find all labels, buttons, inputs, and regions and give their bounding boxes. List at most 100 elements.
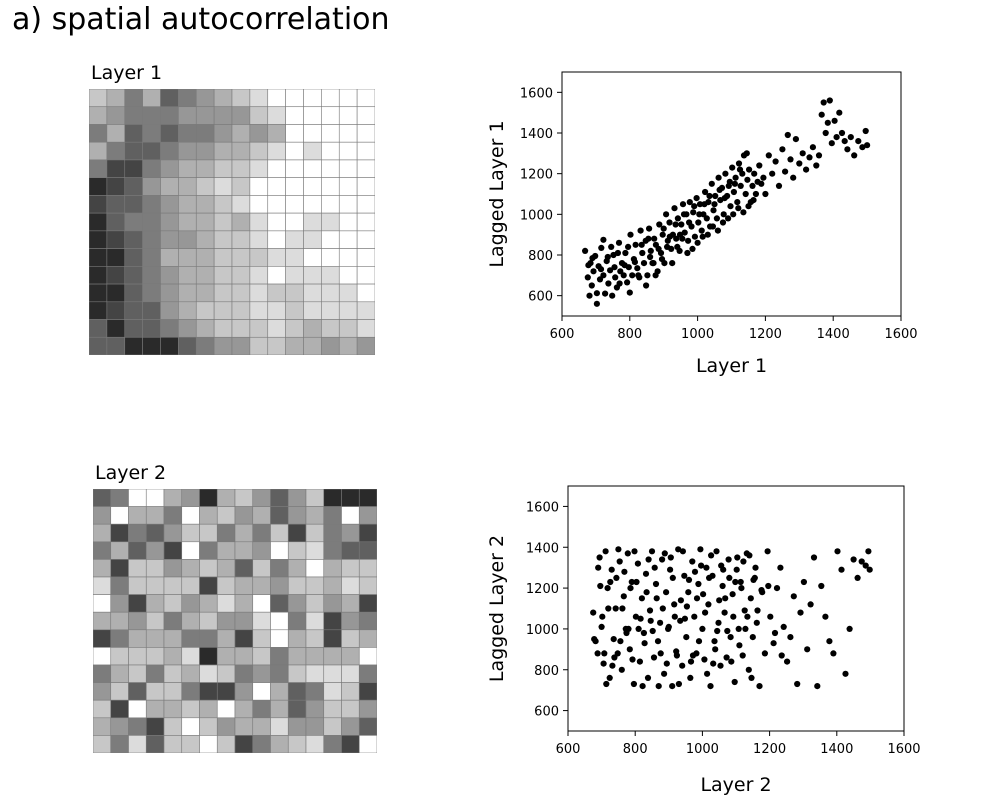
plot-1-point: [750, 197, 757, 204]
plot-1-point: [643, 282, 650, 289]
plot-2-y-tick-label: 800: [534, 664, 559, 679]
plot-2-x-tick-label: 1000: [686, 742, 719, 757]
plot-1-point: [593, 300, 601, 307]
plot-1-point: [833, 134, 840, 141]
plot-1-point: [744, 176, 751, 183]
plot-1-point: [666, 219, 673, 226]
plot-1-point: [725, 215, 732, 222]
plot-1-point: [699, 233, 706, 240]
plot-2-point: [661, 670, 668, 677]
plot-1-x-axis-label: Layer 1: [696, 355, 767, 377]
plot-1-point: [671, 205, 678, 212]
plot-2-point: [804, 646, 811, 653]
plot-1-point: [684, 249, 691, 257]
plot-2-point: [683, 603, 691, 610]
plot-2-point: [738, 585, 745, 592]
plot-2-point: [609, 662, 616, 669]
plot-1-point: [711, 201, 718, 208]
plot-2-point: [787, 634, 794, 641]
plot-2-point: [595, 564, 602, 571]
plot-1-point: [645, 235, 652, 242]
plot-2-point: [771, 629, 779, 637]
plot-1-point: [658, 256, 666, 263]
plot-1-x-tick-label: 1200: [749, 327, 782, 342]
plot-2-point: [604, 585, 611, 592]
plot-2-point: [635, 625, 642, 633]
plot-1-point: [597, 266, 605, 273]
plot-1-point: [792, 136, 800, 143]
plot-2-point: [764, 548, 771, 555]
plot-2-x-tick-label: 1600: [887, 742, 920, 757]
plot-2-point: [740, 558, 747, 565]
plot-1-point: [719, 219, 727, 226]
plot-2-point: [773, 585, 781, 592]
plot-2-point: [677, 617, 684, 624]
plot-2-point: [778, 652, 785, 659]
plot-1-point: [676, 231, 684, 238]
plot-2-point: [681, 615, 689, 622]
plot-1-point: [607, 267, 614, 274]
plot-1-point: [803, 166, 810, 173]
plot-1-point: [635, 272, 642, 279]
plot-2-point: [652, 580, 660, 588]
plot-1-point: [638, 241, 645, 248]
plot-2-point: [695, 580, 702, 588]
plot-1-point: [818, 111, 825, 118]
plot-1-point: [737, 182, 744, 189]
plot-2-point: [752, 564, 759, 571]
plot-1-point: [721, 195, 728, 202]
plot-1-point: [769, 170, 776, 177]
plot-2-point: [655, 683, 662, 690]
plot-2-point: [599, 613, 606, 620]
scatter-plot-layer-2: 600 800 1000 1200 1400 1600 600 800 1000 1200 1400…: [486, 485, 921, 796]
plot-2-y-axis-label: Lagged Layer 2: [486, 535, 508, 682]
plot-1-y-tick-label: 1000: [520, 208, 553, 223]
plot-1-point: [704, 231, 711, 238]
plot-1-point: [828, 140, 835, 147]
plot-2-point: [620, 593, 627, 600]
plot-2-x-tick-label: 1200: [753, 742, 786, 757]
plot-1-x-tick-label: 1000: [681, 327, 714, 342]
plot-1-point: [680, 211, 688, 218]
plot-2-point: [679, 662, 686, 669]
plot-1-point: [743, 150, 750, 157]
plot-1-point: [651, 235, 658, 242]
plot-2-point: [659, 605, 666, 612]
plot-1-point: [731, 180, 739, 187]
plot-2-point: [726, 574, 733, 582]
plot-2-point: [657, 619, 664, 626]
plot-1-point: [714, 227, 722, 234]
plot-2-point: [700, 591, 707, 598]
plot-2-point: [761, 650, 769, 657]
plot-2-point: [699, 625, 706, 633]
plot-1-point: [855, 138, 862, 145]
plot-2-point: [708, 552, 715, 559]
plot-2-point: [650, 654, 658, 661]
plot-2-point: [834, 548, 841, 555]
plot-2-point: [705, 601, 712, 608]
plot-2-point: [702, 609, 709, 616]
plot-2-point: [706, 574, 713, 582]
plot-1-point: [735, 205, 742, 212]
plot-2-point: [685, 576, 693, 584]
plot-2-point: [737, 578, 744, 586]
plot-2-point: [698, 562, 705, 569]
plot-2-point: [842, 670, 849, 677]
plot-2-point: [673, 652, 681, 659]
plot-1-point: [760, 174, 767, 181]
plot-1-point: [710, 207, 717, 214]
plot-1-point: [820, 99, 827, 106]
plot-1-point: [695, 219, 702, 226]
plot-1-point: [616, 280, 623, 287]
plot-1-point: [806, 154, 813, 161]
plot-1-y-tick-label: 800: [528, 249, 553, 264]
plot-1-point: [673, 235, 680, 242]
plot-1-point: [702, 188, 709, 196]
plot-1-point: [824, 119, 831, 126]
plot-1-point: [779, 146, 786, 153]
plot-2-point: [736, 642, 743, 649]
plot-1-y-axis-label: Lagged Layer 1: [486, 120, 508, 267]
plot-2-point: [637, 615, 644, 622]
plot-2-point: [649, 627, 656, 635]
plot-2-point: [712, 646, 719, 653]
